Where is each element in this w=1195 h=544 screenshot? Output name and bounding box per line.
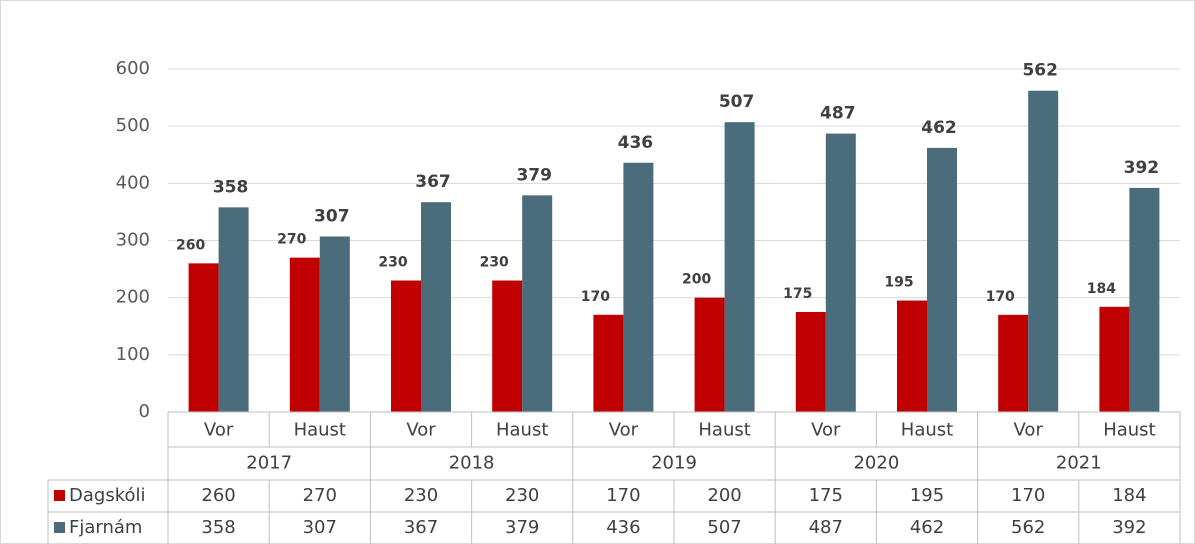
x-tick-label: Vor	[406, 420, 436, 441]
bar	[1099, 306, 1130, 412]
data-label: 562	[1022, 61, 1058, 81]
bar	[391, 280, 421, 412]
legend-swatch	[54, 522, 65, 533]
y-tick-label: 500	[116, 115, 150, 136]
bar	[218, 207, 249, 412]
data-label: 392	[1124, 158, 1160, 178]
y-tick-label: 100	[116, 344, 150, 365]
data-label: 184	[1087, 281, 1116, 297]
table-cell: 358	[201, 517, 235, 538]
bar	[593, 314, 624, 412]
bar	[1129, 187, 1160, 412]
data-label: 507	[719, 92, 755, 112]
legend-label: Dagskóli	[69, 485, 146, 506]
table-cell: 307	[303, 517, 337, 538]
bar	[188, 263, 219, 412]
table-cell: 487	[809, 517, 843, 538]
table-cell: 392	[1112, 517, 1146, 538]
bar	[998, 314, 1029, 412]
bar	[795, 311, 826, 412]
bar	[724, 122, 755, 412]
legend-label: Fjarnám	[69, 517, 142, 538]
x-tick-label: Vor	[1014, 420, 1044, 441]
group-label: 2019	[651, 453, 697, 474]
x-tick-label: Vor	[204, 420, 234, 441]
y-tick-label: 0	[139, 401, 150, 422]
table-cell: 230	[404, 485, 438, 506]
table-cell: 562	[1011, 517, 1045, 538]
table-cell: 195	[910, 485, 944, 506]
data-label: 230	[378, 255, 407, 271]
x-tick-label: Haust	[1103, 420, 1155, 441]
data-label: 170	[581, 289, 610, 305]
data-label: 175	[783, 286, 812, 302]
legend-swatch	[54, 490, 65, 501]
group-label: 2020	[853, 453, 899, 474]
group-label: 2018	[449, 453, 495, 474]
data-label: 170	[986, 289, 1015, 305]
table-cell: 507	[707, 517, 741, 538]
data-label: 462	[921, 118, 957, 138]
x-tick-label: Haust	[294, 420, 346, 441]
bar	[623, 162, 654, 412]
group-label: 2021	[1056, 453, 1102, 474]
group-label: 2017	[246, 453, 292, 474]
table-cell: 379	[505, 517, 539, 538]
data-label: 307	[314, 206, 350, 226]
table-cell: 184	[1112, 485, 1146, 506]
y-tick-label: 300	[116, 230, 150, 251]
data-label: 436	[618, 133, 654, 153]
table-cell: 462	[910, 517, 944, 538]
bar	[421, 202, 451, 412]
x-tick-label: Vor	[811, 420, 841, 441]
x-tick-label: Haust	[698, 420, 750, 441]
bar	[825, 133, 856, 412]
table-cell: 175	[809, 485, 843, 506]
bar	[1028, 90, 1059, 413]
bar	[492, 280, 523, 412]
data-label: 270	[277, 232, 306, 248]
x-tick-label: Vor	[609, 420, 639, 441]
bar	[289, 257, 320, 412]
table-cell: 170	[1011, 485, 1045, 506]
y-tick-label: 600	[116, 58, 150, 79]
data-label: 487	[820, 104, 856, 124]
data-label: 260	[176, 237, 205, 253]
bar	[522, 195, 553, 412]
table-cell: 260	[201, 485, 235, 506]
table-cell: 367	[404, 517, 438, 538]
bar	[927, 147, 957, 412]
table-cell: 436	[606, 517, 640, 538]
bar	[897, 300, 927, 412]
bar	[319, 236, 350, 412]
y-tick-label: 200	[116, 287, 150, 308]
x-tick-label: Haust	[901, 420, 953, 441]
data-label: 230	[480, 255, 509, 271]
table-cell: 270	[303, 485, 337, 506]
data-label: 367	[415, 172, 451, 192]
y-tick-label: 400	[116, 172, 150, 193]
data-label: 195	[884, 275, 913, 291]
data-label: 200	[682, 272, 711, 288]
table-cell: 200	[707, 485, 741, 506]
table-cell: 230	[505, 485, 539, 506]
data-label: 379	[516, 165, 552, 185]
table-cell: 170	[606, 485, 640, 506]
bar	[694, 297, 725, 412]
x-tick-label: Haust	[496, 420, 548, 441]
data-label: 358	[213, 177, 249, 197]
